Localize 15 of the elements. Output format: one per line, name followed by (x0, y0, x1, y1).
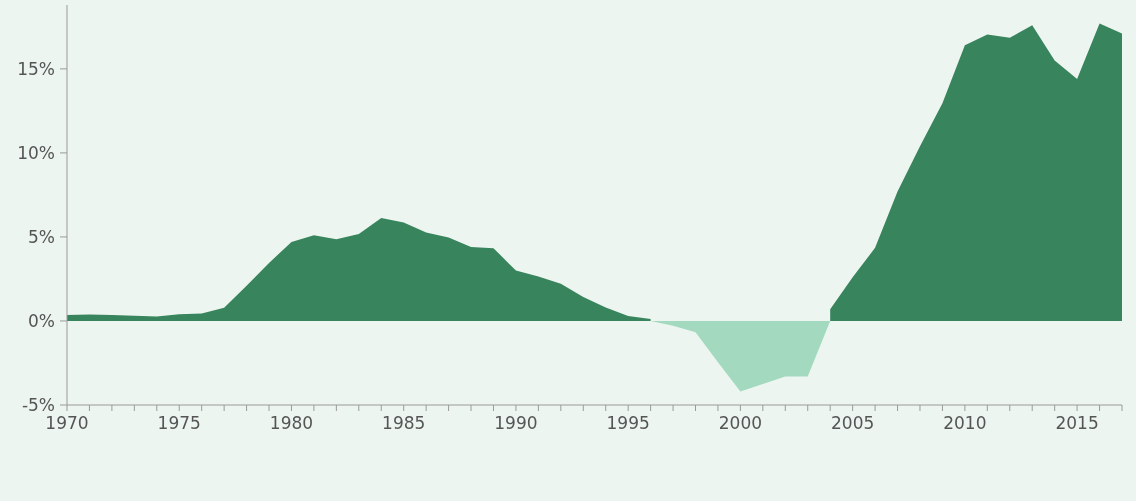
x-tick-label: 1980 (269, 413, 314, 433)
y-tick-label: 15% (17, 58, 55, 79)
x-tick-label: 2000 (718, 413, 763, 433)
y-tick-label: 5% (28, 226, 55, 247)
x-tick-label: 1970 (45, 413, 89, 433)
x-tick-label: 1975 (157, 413, 201, 433)
x-tick-label: 1995 (606, 413, 650, 433)
x-tick-label: 1985 (382, 413, 426, 433)
y-tick-label: -5% (21, 394, 55, 415)
x-tick-label: 2005 (831, 413, 875, 433)
y-tick-label: 10% (17, 142, 55, 163)
x-tick-label: 2015 (1055, 413, 1099, 433)
x-tick-label: 2010 (943, 413, 987, 433)
x-tick-label: 1990 (494, 413, 538, 433)
y-tick-label: 0% (28, 310, 55, 331)
